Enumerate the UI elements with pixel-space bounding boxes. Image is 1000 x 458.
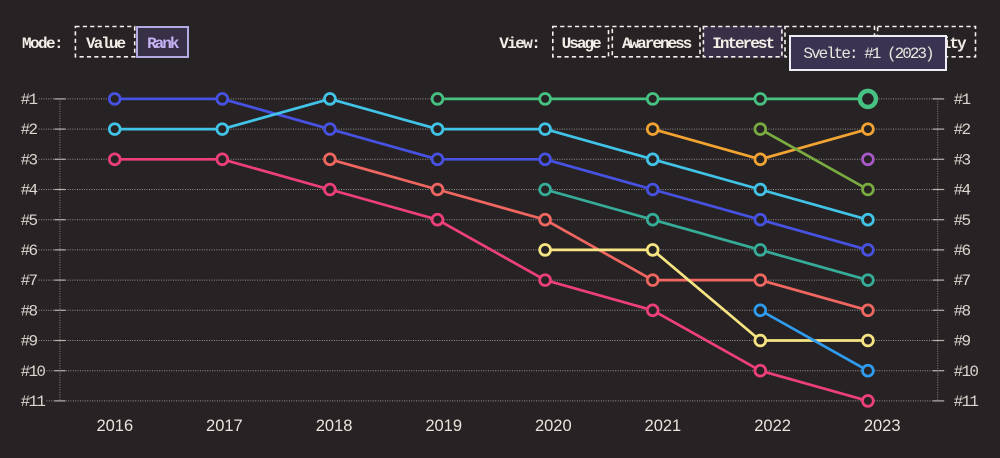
svg-text:#1: #1 xyxy=(21,91,38,109)
svg-text:#6: #6 xyxy=(954,242,971,260)
svg-text:#10: #10 xyxy=(21,363,46,381)
svg-text:#7: #7 xyxy=(21,272,38,290)
svg-text:#5: #5 xyxy=(21,212,38,230)
svg-text:#5: #5 xyxy=(954,212,971,230)
svg-text:2022: 2022 xyxy=(754,417,791,435)
svg-text:#11: #11 xyxy=(21,393,46,411)
svg-text:2023: 2023 xyxy=(864,417,901,435)
svg-text:#2: #2 xyxy=(954,121,971,139)
svg-text:2021: 2021 xyxy=(645,417,682,435)
svg-text:#6: #6 xyxy=(21,242,38,260)
svg-text:#8: #8 xyxy=(21,302,38,320)
svg-text:2016: 2016 xyxy=(96,417,133,435)
svg-text:2017: 2017 xyxy=(206,417,243,435)
svg-text:2018: 2018 xyxy=(316,417,353,435)
svg-text:#4: #4 xyxy=(954,182,971,200)
svg-text:#8: #8 xyxy=(954,302,971,320)
svg-text:2020: 2020 xyxy=(535,417,572,435)
svg-text:#7: #7 xyxy=(954,272,971,290)
svg-text:2019: 2019 xyxy=(425,417,462,435)
svg-text:#1: #1 xyxy=(954,91,971,109)
svg-text:#2: #2 xyxy=(21,121,38,139)
svg-text:#4: #4 xyxy=(21,182,38,200)
svg-text:#9: #9 xyxy=(954,333,971,351)
svg-text:#3: #3 xyxy=(954,151,971,169)
svg-text:#9: #9 xyxy=(21,333,38,351)
svg-text:#3: #3 xyxy=(21,151,38,169)
svg-text:#11: #11 xyxy=(954,393,979,411)
svg-text:#10: #10 xyxy=(954,363,979,381)
